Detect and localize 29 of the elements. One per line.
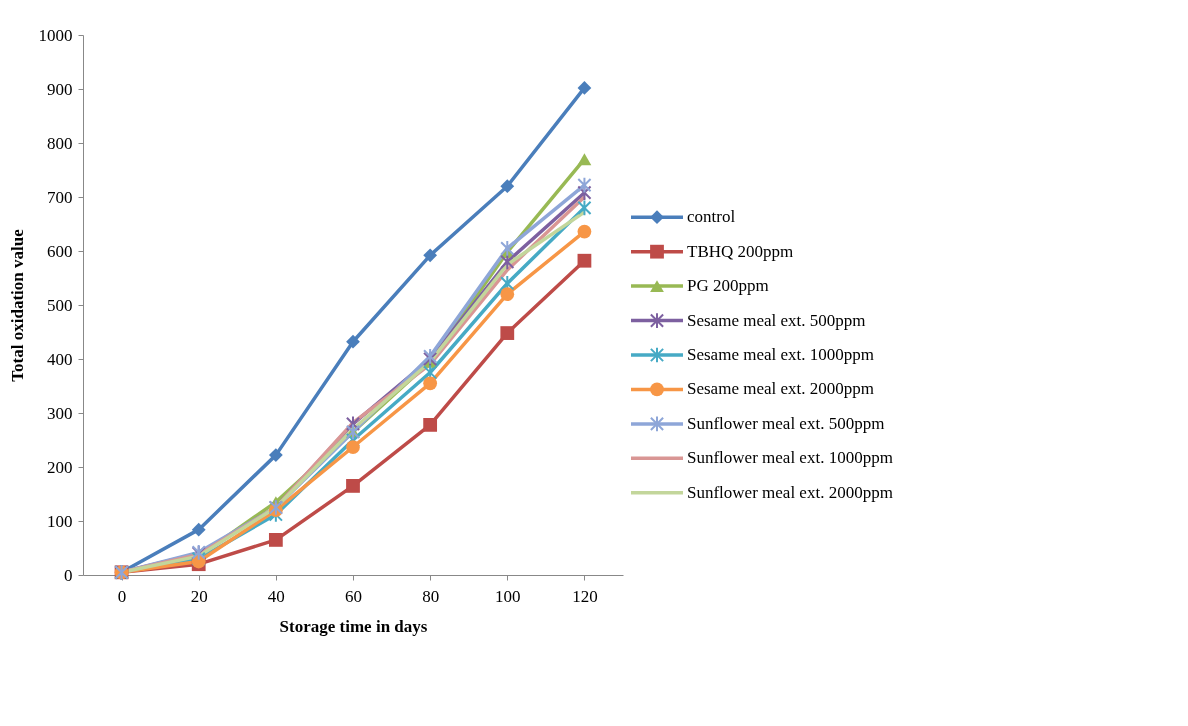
y-tick-label: 100 bbox=[47, 511, 73, 531]
y-tick-label: 200 bbox=[47, 457, 73, 477]
y-tick-label: 1000 bbox=[38, 25, 73, 45]
x-tick-label: 20 bbox=[190, 586, 208, 606]
x-tick-label: 100 bbox=[495, 586, 521, 606]
legend-label: Sunflower meal ext. 2000ppm bbox=[687, 482, 893, 502]
legend-label: Sesame meal ext. 1000ppm bbox=[687, 345, 874, 364]
x-tick-label: 80 bbox=[422, 586, 440, 606]
legend-label: control bbox=[687, 207, 736, 227]
x-tick-label: 40 bbox=[267, 586, 285, 606]
y-tick-label: 400 bbox=[47, 349, 73, 369]
y-tick-label: 700 bbox=[47, 187, 73, 207]
legend-label: Sunflower meal ext. 1000ppm bbox=[687, 448, 893, 468]
x-tick-label: 0 bbox=[117, 586, 127, 606]
y-tick-label: 500 bbox=[47, 295, 73, 315]
legend-label: Sesame meal ext. 2000ppm bbox=[687, 379, 874, 399]
y-tick-label: 900 bbox=[47, 79, 73, 99]
x-axis-title: Storage time in days bbox=[279, 616, 428, 636]
legend-label: Sunflower meal ext. 500ppm bbox=[687, 413, 885, 433]
y-axis-title: Total oxidation value bbox=[7, 228, 27, 382]
legend-label: TBHQ 200ppm bbox=[687, 241, 794, 261]
y-tick-label: 800 bbox=[47, 133, 73, 153]
y-tick-label: 300 bbox=[47, 403, 73, 423]
x-tick-label: 120 bbox=[572, 586, 598, 606]
y-tick-label: 0 bbox=[64, 565, 73, 585]
legend-label: Sesame meal ext. 500ppm bbox=[687, 310, 866, 330]
legend-label: PG 200ppm bbox=[687, 276, 769, 296]
y-tick-label: 600 bbox=[47, 241, 73, 261]
x-tick-label: 60 bbox=[345, 586, 362, 606]
